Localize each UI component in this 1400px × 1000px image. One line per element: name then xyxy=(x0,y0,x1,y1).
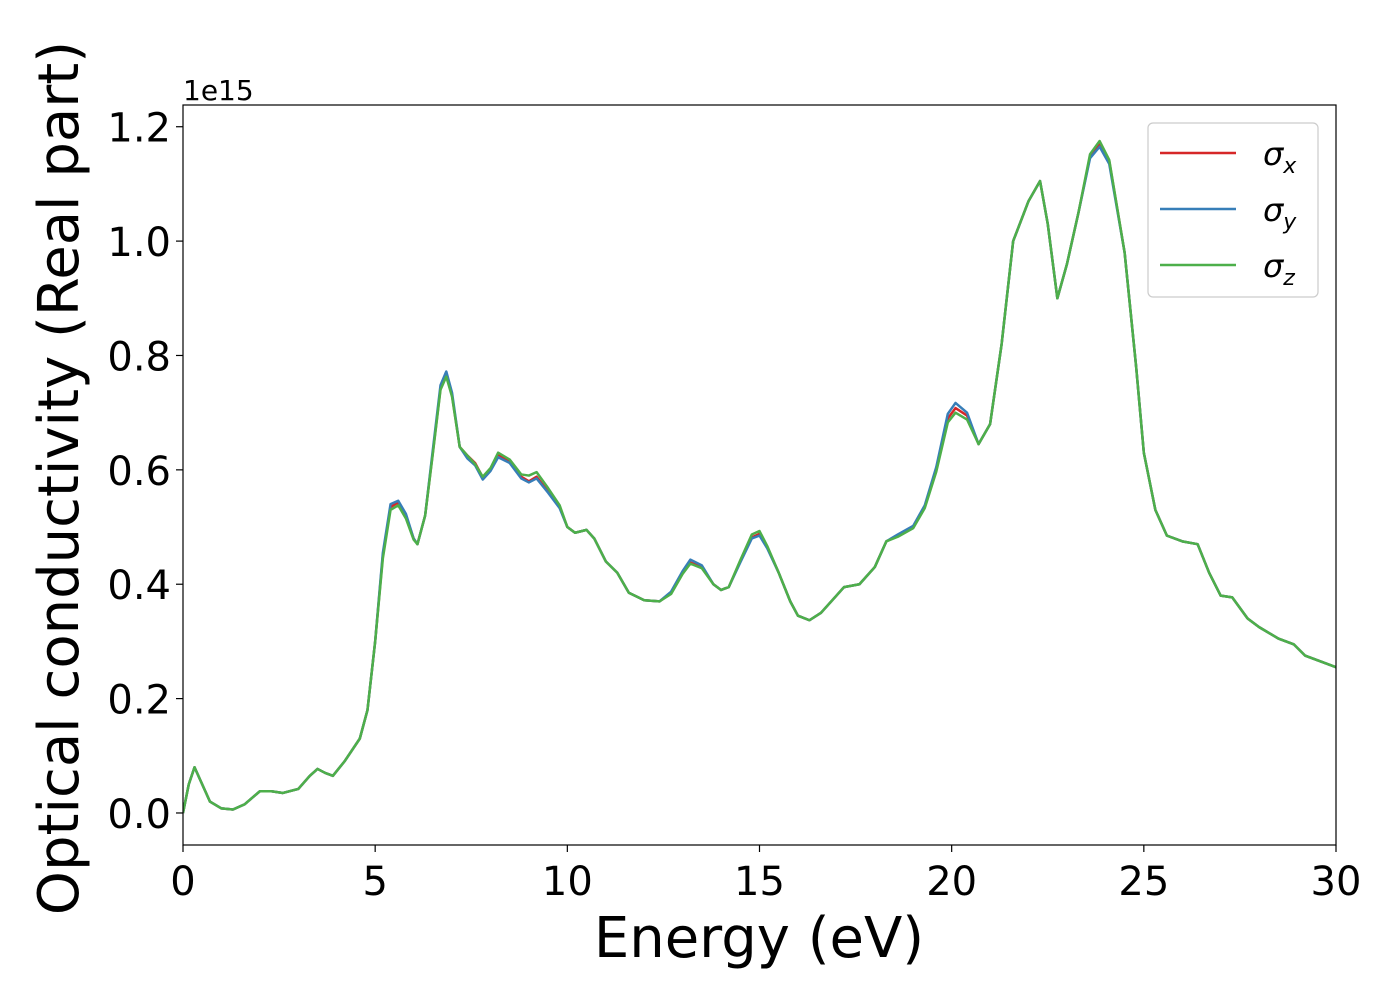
y-tick-label: 0.2 xyxy=(107,678,171,724)
x-tick-label: 30 xyxy=(1311,859,1362,905)
y-tick-label: 0.0 xyxy=(107,792,171,838)
x-tick-label: 0 xyxy=(170,859,195,905)
x-tick-label: 10 xyxy=(542,859,593,905)
legend-label: σy xyxy=(1263,191,1297,235)
x-tick-label: 20 xyxy=(926,859,977,905)
legend-label: σx xyxy=(1263,135,1297,179)
x-axis-label: Energy (eV) xyxy=(594,906,924,971)
y-tick-label: 0.6 xyxy=(107,449,171,495)
y-axis-label: Optical conductivity (Real part) xyxy=(27,41,92,915)
y-tick-label: 1.0 xyxy=(107,220,171,266)
plot-frame xyxy=(182,104,1337,846)
legend-label: σz xyxy=(1263,247,1295,291)
x-tick-label: 25 xyxy=(1118,859,1169,905)
y-tick-label: 0.4 xyxy=(107,563,171,609)
y-tick-label: 0.8 xyxy=(107,334,171,380)
y-offset-text: 1e15 xyxy=(183,74,254,107)
y-tick-label: 1.2 xyxy=(107,106,171,152)
x-tick-label: 5 xyxy=(362,859,387,905)
x-tick-label: 15 xyxy=(734,859,785,905)
series-line xyxy=(183,139,1336,814)
